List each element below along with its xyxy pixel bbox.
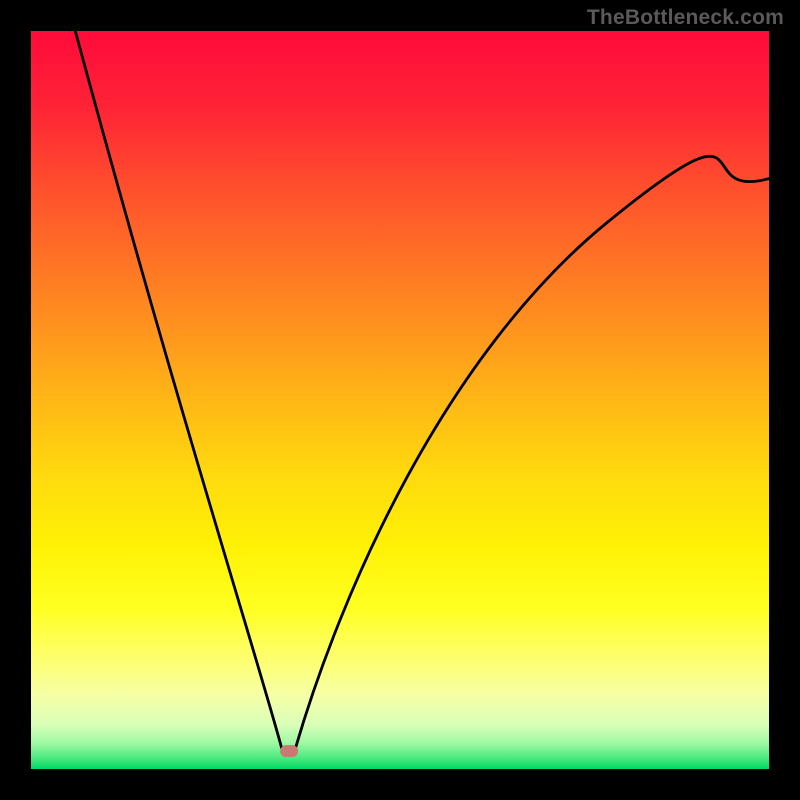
outer-frame: TheBottleneck.com — [0, 0, 800, 800]
plot-area — [31, 31, 769, 769]
watermark-text: TheBottleneck.com — [587, 6, 784, 30]
optimum-marker — [280, 745, 298, 757]
bottleneck-curve — [31, 31, 769, 769]
